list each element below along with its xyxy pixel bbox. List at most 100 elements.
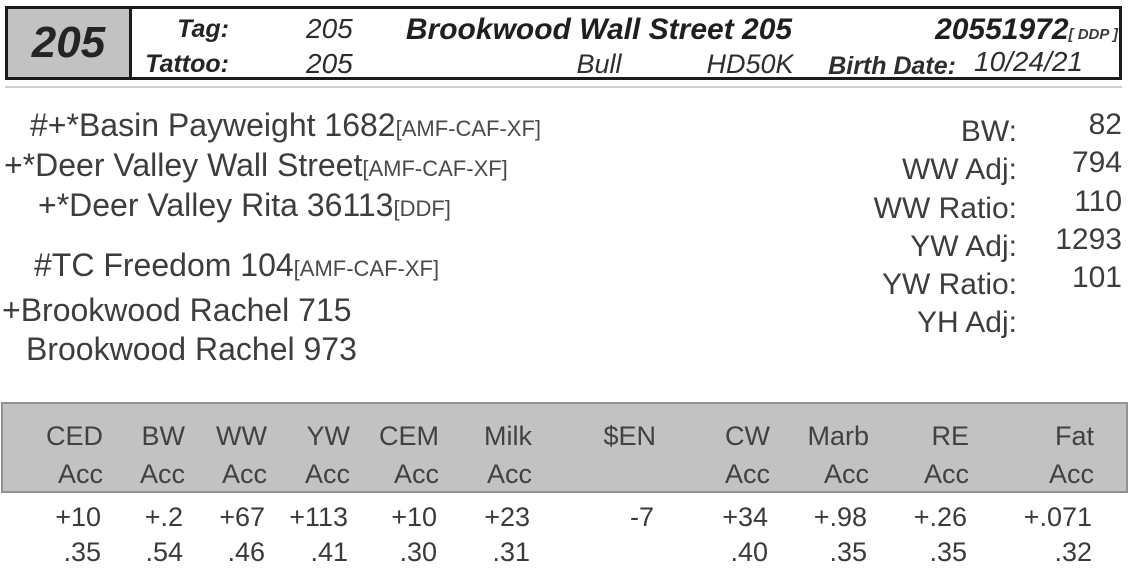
epd-acc: .32: [1054, 537, 1092, 567]
stat-label: YH Adj:: [916, 306, 1017, 339]
epd-values-section: +10 +.2 +67 +113 +10 +23 -7 +34 +.98 +.2…: [1, 500, 1128, 570]
epd-value: +10: [391, 502, 437, 532]
epd-acc-header: Acc: [923, 459, 969, 489]
epd-col-header: BW: [141, 421, 186, 451]
stat-row-ww-ratio: WW Ratio: 110: [847, 185, 1122, 227]
epd-acc: .30: [399, 537, 437, 567]
pedigree-name: #+*Basin Payweight 1682: [30, 107, 396, 143]
stat-value: 101: [1071, 261, 1122, 294]
pedigree-dam-dam: Brookwood Rachel 973: [26, 330, 357, 372]
pedigree-suffix: [AMF-CAF-XF]: [362, 156, 508, 181]
epd-value: +.071: [1023, 502, 1092, 532]
header-main: Tag: 205 Tattoo: 205 Brookwood Wall Stre…: [132, 9, 1119, 80]
pedigree-suffix: [AMF-CAF-XF]: [293, 256, 440, 281]
epd-value: +.98: [813, 502, 867, 532]
pedigree-sire-dam: +*Deer Valley Rita 36113[DDF]: [38, 186, 451, 228]
registration-row: 20551972[ DDP ]: [935, 13, 1118, 47]
epd-header-band: CED BW WW YW CEM Milk $EN CW Marb RE Fat…: [1, 402, 1128, 493]
epd-col-header: Fat: [1054, 421, 1094, 451]
birth-date-row: Birth Date: 10/24/21: [828, 46, 1083, 81]
epd-value: +.26: [913, 502, 967, 532]
tattoo-label: Tattoo:: [145, 50, 229, 78]
tag-label: Tag:: [177, 15, 229, 43]
epd-value: +34: [722, 502, 768, 532]
stat-label: YW Ratio:: [881, 268, 1017, 301]
epd-value: +23: [484, 502, 530, 532]
animal-name: Brookwood Wall Street 205: [405, 13, 793, 46]
pedigree-dam: +Brookwood Rachel 715: [2, 291, 352, 333]
epd-acc: .46: [227, 537, 265, 567]
epd-acc: .41: [310, 537, 348, 567]
stat-value: 794: [1071, 146, 1122, 179]
epd-acc-header: Acc: [304, 459, 350, 489]
pedigree-name: #TC Freedom 104: [34, 247, 294, 283]
header-shadow-line: [5, 86, 1122, 88]
stat-row-yw-ratio: YW Ratio: 101: [847, 261, 1122, 303]
stat-row-ww-adj: WW Adj: 794: [847, 146, 1122, 188]
epd-acc: .35: [63, 537, 101, 567]
stat-value: [1017, 298, 1122, 334]
epd-col-header: RE: [931, 421, 969, 451]
ear-tag-cell: 205: [8, 9, 132, 77]
pedigree-name: +*Deer Valley Rita 36113: [38, 187, 394, 223]
ear-tag-number: 205: [31, 18, 106, 67]
epd-acc-header: Acc: [724, 459, 770, 489]
stat-label: YW Adj:: [910, 230, 1017, 263]
epd-acc-header: Acc: [139, 459, 185, 489]
stat-row-bw: BW: 82: [847, 108, 1122, 150]
stat-row-yh-adj: YH Adj:: [847, 305, 1122, 341]
epd-col-header: CED: [45, 421, 103, 451]
epd-col-header: Marb: [807, 421, 869, 451]
pedigree-suffix: [AMF-CAF-XF]: [395, 116, 542, 141]
epd-col-header: Milk: [484, 421, 532, 451]
epd-value: +10: [55, 502, 101, 532]
epd-col-header: $EN: [603, 421, 656, 451]
epd-header-row: CED BW WW YW CEM Milk $EN CW Marb RE Fat: [3, 417, 1126, 455]
epd-value: +113: [289, 502, 348, 532]
epd-value-row: +10 +.2 +67 +113 +10 +23 -7 +34 +.98 +.2…: [1, 500, 1128, 535]
stat-label: WW Adj:: [901, 153, 1017, 186]
stat-value: 110: [1074, 185, 1122, 218]
epd-col-header: WW: [216, 421, 267, 451]
stat-value: 82: [1088, 108, 1122, 141]
epd-col-header: CEM: [379, 421, 439, 451]
header-box: 205 Tag: 205 Tattoo: 205 Brookwood Wall …: [5, 6, 1122, 80]
epd-acc-header: Acc: [823, 459, 869, 489]
stat-row-yw-adj: YW Adj: 1293: [847, 223, 1122, 265]
epd-acc-row: .35 .54 .46 .41 .30 .31 .40 .35 .35 .32: [1, 535, 1128, 570]
tattoo-value: 205: [306, 48, 353, 79]
epd-acc: .35: [929, 537, 967, 567]
pedigree-name: Brookwood Rachel 973: [26, 331, 357, 367]
stat-label: WW Ratio:: [873, 192, 1017, 225]
pedigree-name: +Brookwood Rachel 715: [2, 292, 352, 328]
registration-number: 20551972: [935, 13, 1069, 46]
epd-value: -7: [629, 502, 654, 532]
epd-acc: .35: [829, 537, 867, 567]
pedigree-dam-sire: #TC Freedom 104[AMF-CAF-XF]: [34, 246, 439, 288]
epd-acc-header: Acc: [486, 459, 532, 489]
epd-acc: .54: [145, 537, 183, 567]
epd-acc-header: Acc: [1048, 459, 1094, 489]
sex-value: Bull: [576, 49, 622, 79]
dna-test-value: HD50K: [706, 49, 794, 79]
tag-value: 205: [306, 13, 353, 44]
stat-value: 1293: [1055, 223, 1122, 256]
birth-date-label: Birth Date:: [828, 52, 956, 80]
epd-col-header: CW: [725, 421, 770, 451]
epd-acc-header-row: Acc Acc Acc Acc Acc Acc Acc Acc Acc Acc: [3, 455, 1126, 493]
epd-acc-header: Acc: [57, 459, 103, 489]
epd-acc-header: [538, 455, 662, 493]
epd-acc: [536, 535, 660, 570]
stat-label: BW:: [960, 115, 1017, 148]
epd-col-header: YW: [306, 421, 351, 451]
epd-acc-header: Acc: [221, 459, 267, 489]
pedigree-sire: +*Deer Valley Wall Street[AMF-CAF-XF]: [4, 146, 508, 188]
pedigree-suffix: [DDF]: [393, 196, 451, 221]
epd-acc: .40: [730, 537, 768, 567]
epd-acc-header: Acc: [393, 459, 439, 489]
birth-date-value: 10/24/21: [974, 46, 1083, 77]
epd-value: +67: [219, 502, 265, 532]
epd-value: +.2: [144, 502, 183, 532]
epd-acc: .31: [492, 537, 530, 567]
